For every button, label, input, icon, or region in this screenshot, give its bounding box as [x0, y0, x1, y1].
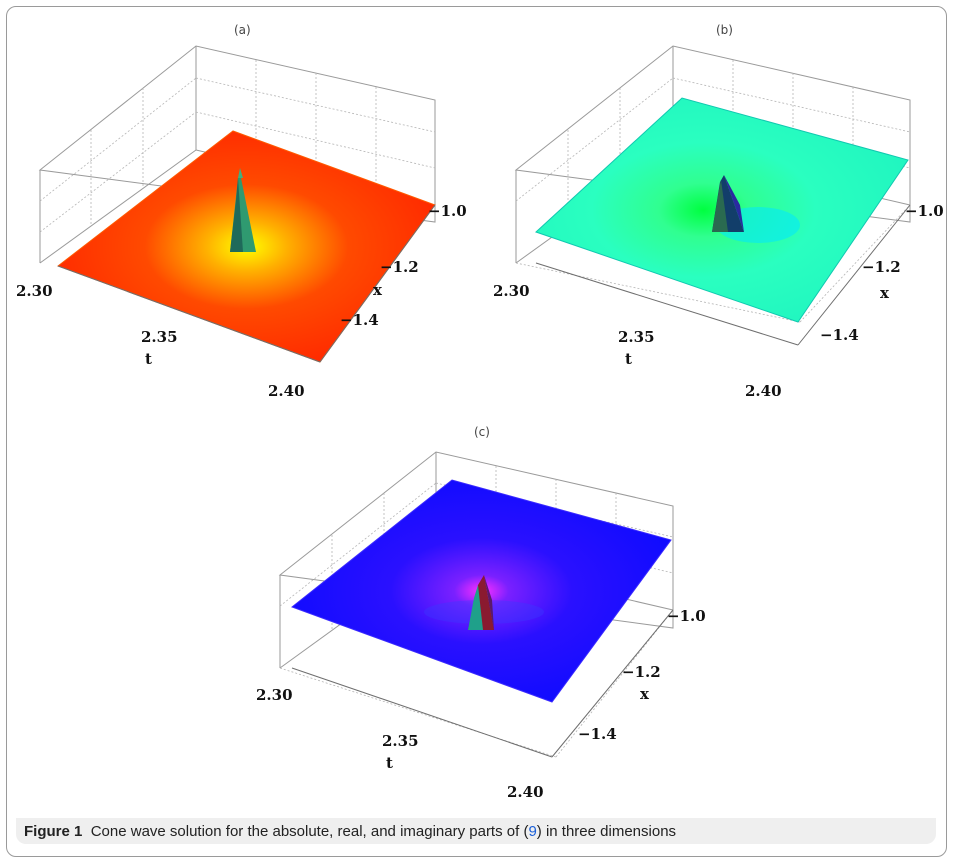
panel-a-t-tick-2: 2.35: [141, 328, 178, 346]
panel-b-x-label: x: [880, 284, 890, 302]
panel-c-x-tick-3: −1.4: [578, 725, 617, 743]
panel-c-t-tick-3: 2.40: [507, 783, 544, 801]
panel-a-t-tick-1: 2.30: [16, 282, 53, 300]
panel-a-x-tick-1: −1.0: [428, 202, 467, 220]
panel-c-t-label: t: [386, 754, 393, 772]
panel-c-t-tick-2: 2.35: [382, 732, 419, 750]
panel-c-label: (c): [474, 425, 490, 439]
caption-equation-ref[interactable]: 9: [528, 823, 537, 840]
panel-a-front-axes: [57, 204, 436, 363]
panel-b: (b) 2.: [493, 23, 944, 400]
panel-c: (c) 2.: [256, 425, 706, 801]
panel-c-x-tick-1: −1.0: [667, 607, 706, 625]
panel-b-front-axes: [535, 204, 911, 346]
panel-a-spike: [230, 168, 256, 252]
figure-caption: Figure 1 Cone wave solution for the abso…: [16, 818, 936, 844]
panel-b-t-tick-3: 2.40: [745, 382, 782, 400]
panel-b-x-tick-1: −1.0: [905, 202, 944, 220]
panel-c-x-label: x: [640, 685, 650, 703]
panel-b-label: (b): [716, 23, 733, 37]
panel-c-t-tick-1: 2.30: [256, 686, 293, 704]
panel-a-x-tick-3: −1.4: [340, 311, 379, 329]
panel-a-x-tick-2: −1.2: [380, 258, 419, 276]
panel-a-t-label: t: [145, 350, 152, 368]
panel-c-spike: [468, 575, 494, 630]
panel-b-t-tick-1: 2.30: [493, 282, 530, 300]
panel-a-t-tick-3: 2.40: [268, 382, 305, 400]
panel-c-x-tick-2: −1.2: [622, 663, 661, 681]
panel-c-front-axes: [291, 609, 674, 758]
panel-b-t-label: t: [625, 350, 632, 368]
panel-b-t-tick-2: 2.35: [618, 328, 655, 346]
panel-b-x-tick-3: −1.4: [820, 326, 859, 344]
panel-a: (a) 2.30: [16, 23, 467, 400]
panel-b-spike: [712, 175, 744, 232]
caption-label: Figure 1: [24, 823, 83, 840]
panel-a-grid: [39, 60, 436, 233]
panel-a-label: (a): [234, 23, 251, 37]
panel-a-x-label: x: [373, 281, 383, 299]
panel-b-x-tick-2: −1.2: [862, 258, 901, 276]
caption-text-after: ) in three dimensions: [536, 823, 677, 840]
caption-text-before: Cone wave solution for the absolute, rea…: [90, 823, 529, 840]
